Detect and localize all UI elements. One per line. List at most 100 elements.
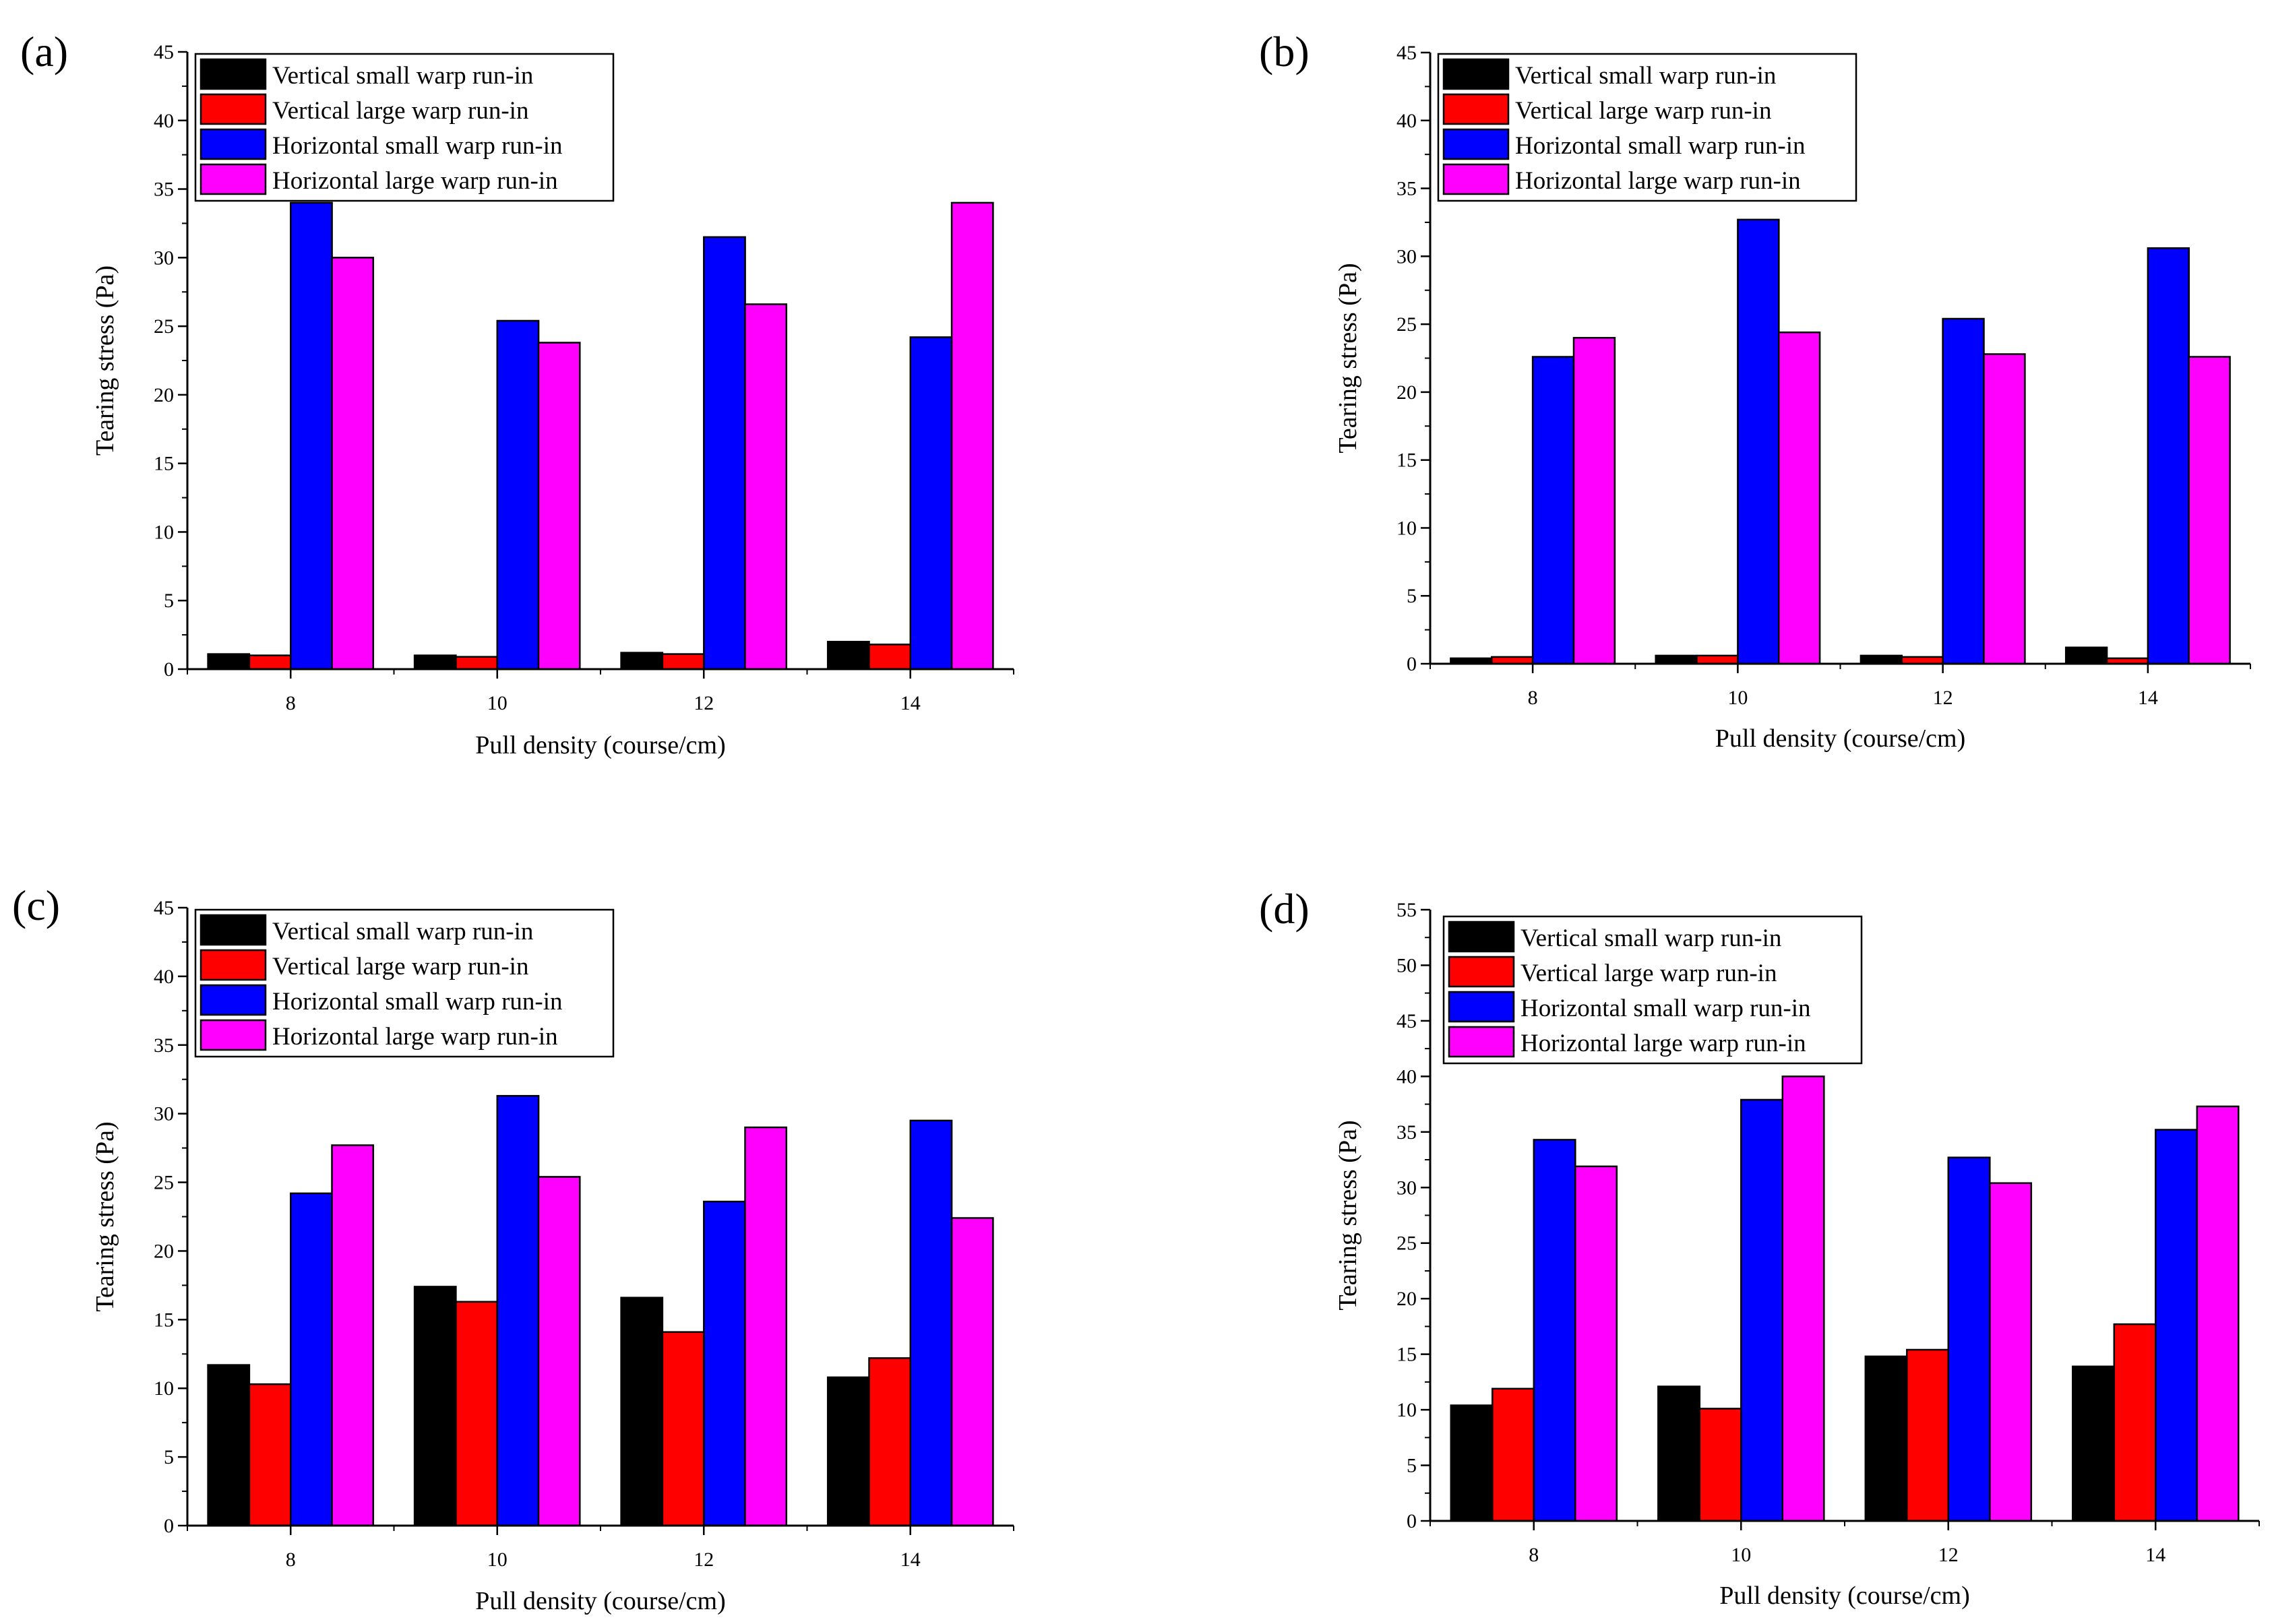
x-tick-label: 10 — [1731, 1544, 1751, 1566]
y-tick-label: 15 — [154, 1309, 174, 1331]
y-tick-label: 25 — [1396, 1232, 1417, 1255]
bar-3-8 — [1533, 1139, 1576, 1522]
bar-3-10 — [1737, 218, 1780, 665]
y-tick-label: 5 — [1407, 585, 1417, 607]
bar-4-12 — [744, 1126, 788, 1527]
bar-3-8 — [290, 201, 333, 670]
legend: Vertical small warp run-in Vertical large… — [194, 53, 615, 202]
y-axis-title: Tearing stress (Pa) — [1334, 263, 1362, 453]
bar-1-8 — [207, 1364, 251, 1527]
y-tick-label: 40 — [1396, 110, 1417, 132]
y-tick-label: 5 — [1407, 1455, 1417, 1477]
bar-2-10 — [1698, 1408, 1742, 1522]
bar-1-14 — [826, 1376, 870, 1527]
bar-3-12 — [703, 1200, 746, 1527]
chart-panel-c: 0 5 10 15 20 25 30 35 40 45 8 10 12 14 Pull density (c… — [12, 881, 1014, 1615]
y-tick-label: 20 — [154, 1240, 174, 1262]
chart-panel-a: 0 5 10 15 20 25 30 35 40 45 8 10 12 14 Pull density (c… — [20, 28, 1014, 759]
bar-1-8 — [1450, 1404, 1494, 1522]
x-tick-label: 8 — [1528, 687, 1538, 709]
bar-1-12 — [620, 652, 664, 670]
x-tick-label: 12 — [694, 692, 714, 714]
legend-swatch-3 — [1448, 991, 1515, 1023]
y-tick-label: 45 — [1396, 42, 1417, 64]
bar-2-8 — [248, 654, 292, 670]
x-axis-title: Pull density (course/cm) — [1715, 724, 1965, 753]
x-axis-title: Pull density (course/cm) — [475, 731, 725, 759]
bar-4-10 — [537, 342, 581, 670]
y-tick-label: 0 — [1407, 1510, 1417, 1532]
y-tick-label: 10 — [1396, 517, 1417, 539]
bar-1-12 — [1860, 654, 1903, 665]
y-tick-label: 20 — [154, 384, 174, 406]
legend-label-3: Horizontal small warp run-in — [272, 988, 563, 1016]
y-tick-label: 25 — [154, 315, 174, 338]
legend-label-1: Vertical small warp run-in — [272, 918, 533, 945]
legend-label-3: Horizontal small warp run-in — [1520, 995, 1811, 1022]
bar-4-8 — [331, 1144, 375, 1527]
bar-4-12 — [1989, 1182, 2033, 1522]
bar-3-14 — [909, 336, 953, 670]
legend-label-1: Vertical small warp run-in — [1515, 62, 1776, 90]
x-axis-title: Pull density (course/cm) — [1719, 1582, 1969, 1610]
bar-4-10 — [1777, 331, 1821, 665]
y-tick-label: 40 — [154, 966, 174, 988]
chart-panel-b: 0 5 10 15 20 25 30 35 40 45 8 10 12 14 Pull density (c… — [1259, 28, 2251, 753]
y-tick-label: 45 — [154, 897, 174, 919]
legend-swatch-1 — [199, 58, 267, 90]
x-tick-label: 14 — [2145, 1544, 2165, 1566]
bar-4-8 — [1574, 1165, 1618, 1522]
x-tick-label: 12 — [1938, 1544, 1959, 1566]
bar-1-8 — [207, 653, 251, 670]
bar-4-14 — [2188, 356, 2231, 665]
y-tick-label: 40 — [1396, 1065, 1417, 1088]
y-tick-label: 40 — [154, 110, 174, 132]
bar-4-12 — [744, 303, 788, 670]
bar-3-12 — [1947, 1156, 1991, 1522]
legend-swatch-3 — [199, 128, 267, 160]
legend-swatch-4 — [1448, 1026, 1515, 1058]
bar-2-14 — [868, 644, 912, 670]
y-axis-title: Tearing stress (Pa) — [1334, 1120, 1362, 1310]
legend-swatch-2 — [199, 949, 267, 981]
bar-4-10 — [1781, 1075, 1825, 1522]
y-tick-label: 45 — [154, 41, 174, 63]
x-tick-label: 10 — [1727, 687, 1748, 709]
bar-2-14 — [2113, 1323, 2157, 1522]
y-tick-label: 5 — [164, 590, 174, 612]
legend: Vertical small warp run-in Vertical large… — [1437, 53, 1857, 202]
bar-3-8 — [1531, 356, 1575, 665]
legend-label-4: Horizontal large warp run-in — [272, 1023, 558, 1051]
legend-swatch-2 — [1448, 956, 1515, 988]
legend-swatch-2 — [1442, 93, 1510, 125]
y-axis-title: Tearing stress (Pa) — [91, 1121, 119, 1311]
bar-2-8 — [1492, 1387, 1535, 1522]
legend: Vertical small warp run-in Vertical large… — [1442, 915, 1863, 1065]
bar-1-10 — [1655, 654, 1698, 665]
y-tick-label: 35 — [1396, 178, 1417, 200]
bar-2-8 — [248, 1383, 292, 1527]
bar-1-10 — [413, 1286, 457, 1527]
y-tick-label: 30 — [154, 1103, 174, 1125]
y-axis-title: Tearing stress (Pa) — [91, 266, 119, 456]
bar-3-14 — [2155, 1129, 2199, 1522]
x-tick-label: 12 — [1933, 687, 1953, 709]
y-tick-label: 50 — [1396, 954, 1417, 976]
bar-1-14 — [2072, 1365, 2116, 1522]
x-axis-title: Pull density (course/cm) — [475, 1587, 725, 1615]
y-tick-label: 0 — [1407, 653, 1417, 675]
y-tick-label: 30 — [1396, 245, 1417, 268]
bar-1-10 — [1657, 1385, 1701, 1522]
y-tick-label: 15 — [154, 453, 174, 475]
legend-swatch-1 — [1442, 58, 1510, 90]
bar-3-10 — [1740, 1098, 1784, 1522]
y-tick-label: 5 — [164, 1446, 174, 1468]
legend-label-4: Horizontal large warp run-in — [1515, 167, 1801, 195]
bar-2-8 — [1491, 656, 1534, 665]
bar-1-12 — [1864, 1355, 1908, 1522]
y-tick-label: 25 — [154, 1172, 174, 1194]
legend-label-4: Horizontal large warp run-in — [1520, 1030, 1806, 1057]
legend-swatch-2 — [199, 93, 267, 125]
legend-label-3: Horizontal small warp run-in — [1515, 132, 1806, 160]
y-tick-label: 20 — [1396, 381, 1417, 404]
